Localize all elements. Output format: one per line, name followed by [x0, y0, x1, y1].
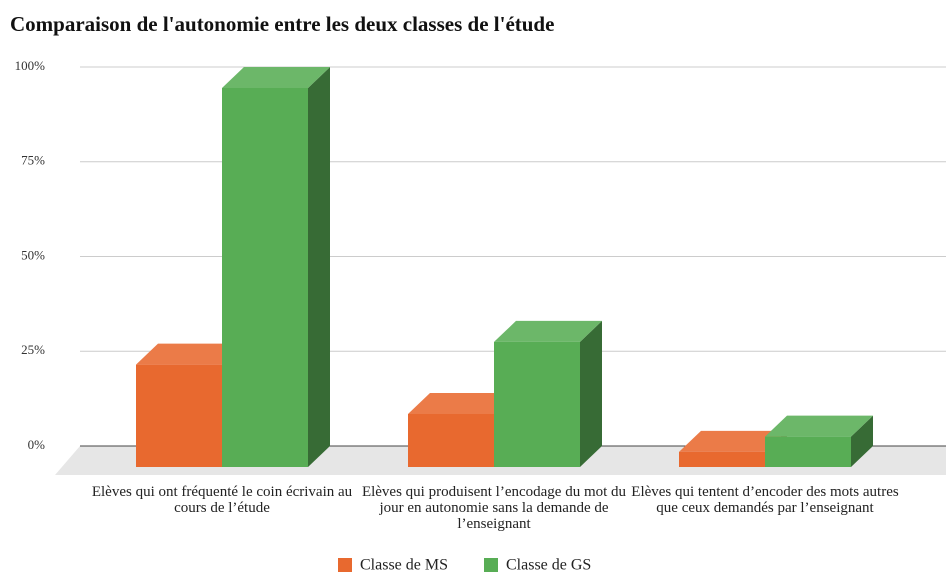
legend-swatch [338, 558, 352, 572]
x-tick-label: Elèves qui produisent l’encodage du mot … [361, 484, 627, 532]
y-tick-label: 25% [21, 342, 45, 357]
bar-front [679, 451, 765, 467]
y-tick-label: 75% [21, 153, 45, 168]
bar-side [308, 67, 330, 467]
bar [765, 415, 873, 467]
bar-top [222, 67, 330, 88]
y-tick-label: 0% [28, 437, 46, 452]
bar-front [222, 88, 308, 467]
y-tick-label: 100% [15, 58, 46, 73]
x-tick-label: Elèves qui tentent d’encoder des mots au… [631, 484, 899, 516]
bar [494, 320, 602, 467]
legend-swatch [484, 558, 498, 572]
bar-top [679, 430, 787, 452]
legend-label: Classe de MS [360, 557, 448, 574]
legend-label: Classe de GS [506, 557, 591, 574]
bar-side [851, 415, 873, 467]
bar [222, 67, 330, 467]
y-tick-label: 50% [21, 247, 45, 262]
chart-title: Comparaison de l'autonomie entre les deu… [10, 12, 554, 36]
bar-front [408, 413, 494, 467]
bar-top [765, 415, 873, 437]
bar-front [136, 364, 222, 467]
bar-top [494, 320, 602, 342]
bar-top [408, 392, 516, 414]
bar-top [136, 343, 244, 365]
bar-side [580, 320, 602, 467]
bar-front [494, 341, 580, 467]
x-tick-label: Elèves qui ont fréquenté le coin écrivai… [91, 484, 353, 516]
bar-front [765, 436, 851, 467]
